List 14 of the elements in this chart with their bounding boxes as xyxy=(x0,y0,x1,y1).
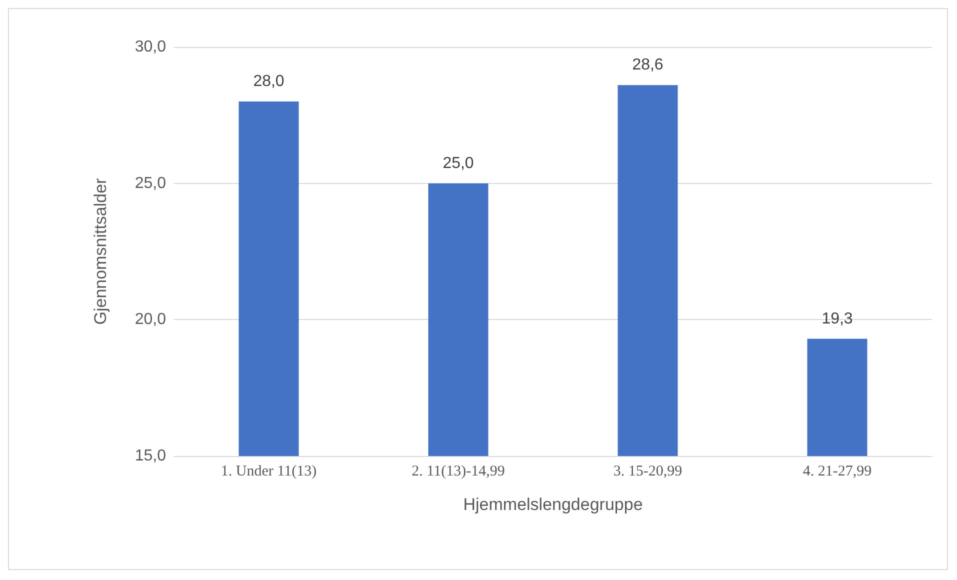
y-tick-label: 15,0 xyxy=(134,448,166,464)
x-tick-label: 4. 21-27,99 xyxy=(802,464,872,480)
x-axis-title: Hjemmelslengdegruppe xyxy=(463,495,643,514)
data-label: 28,0 xyxy=(253,73,284,90)
data-label: 25,0 xyxy=(442,154,474,172)
x-tick-label: 1. Under 11(13) xyxy=(220,464,317,480)
y-axis-title: Gjennomsnittsalder xyxy=(91,178,110,325)
data-label: 19,3 xyxy=(822,310,853,328)
y-tick-label: 20,0 xyxy=(134,311,166,328)
data-label: 28,6 xyxy=(632,56,664,74)
y-tick-label: 30,0 xyxy=(134,38,166,56)
x-tick-label: 3. 15-20,99 xyxy=(613,464,682,480)
x-tick-label: 2. 11(13)-14,99 xyxy=(412,464,505,480)
y-tick-label: 25,0 xyxy=(134,174,166,192)
